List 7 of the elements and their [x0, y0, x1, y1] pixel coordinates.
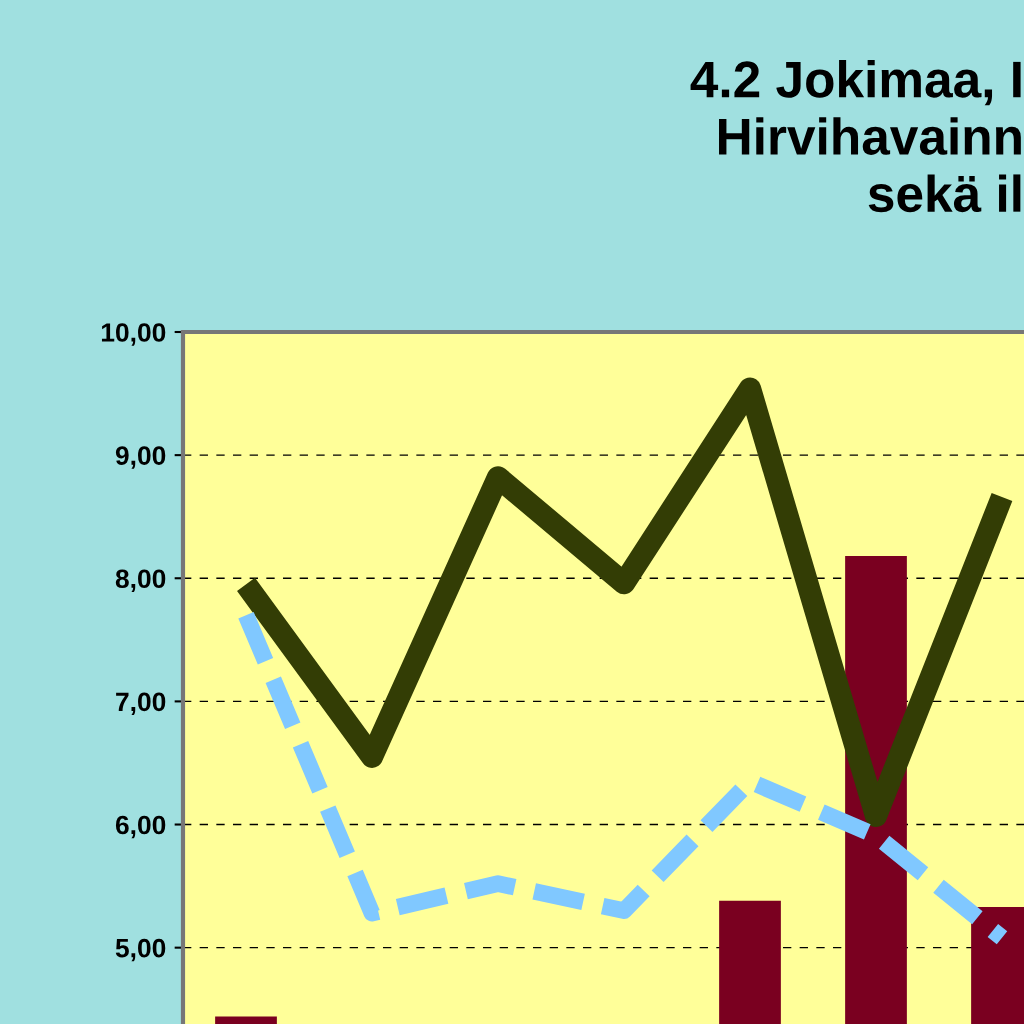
- y-tick-label: 7,00: [116, 692, 166, 716]
- chart-title: 4.2 Jokimaa, I Hirvihavainn sekä il: [690, 60, 1021, 213]
- y-tick-label: 5,00: [115, 938, 166, 962]
- y-tick-label: 6,00: [115, 815, 166, 839]
- y-tick-label: 8,00: [115, 569, 166, 592]
- y-tick-label: 10,00: [101, 323, 166, 346]
- y-tick-label: 9,00: [115, 446, 166, 469]
